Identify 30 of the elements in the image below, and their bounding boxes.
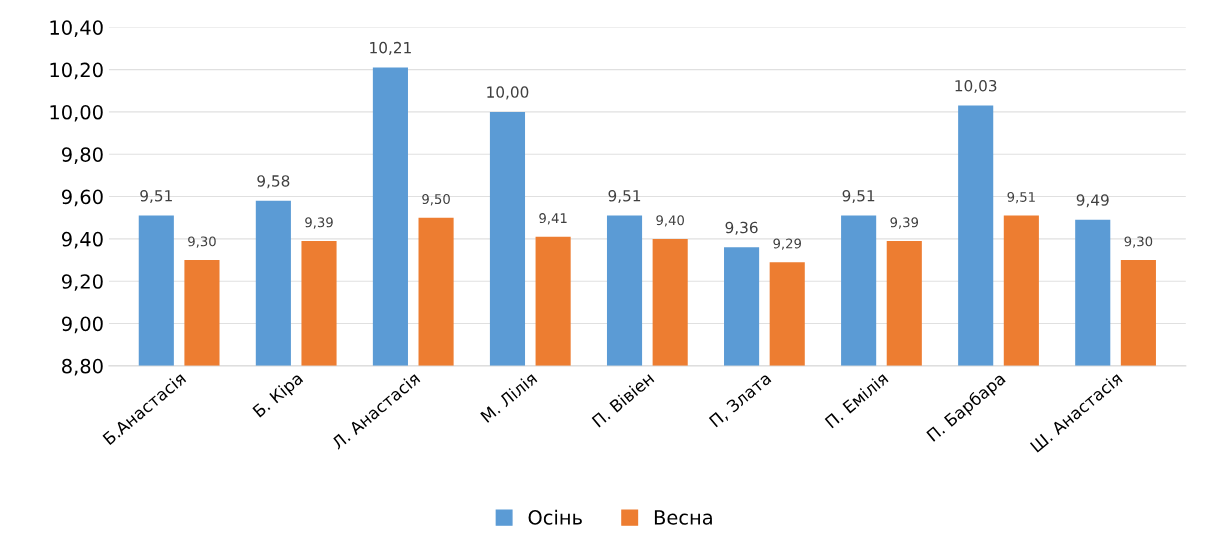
x-tick-label: Б. Кіра — [252, 371, 306, 421]
data-label: 9,51 — [1007, 191, 1035, 204]
data-label: 9,36 — [725, 221, 758, 235]
data-label: 9,39 — [890, 217, 919, 229]
data-label: 9,58 — [257, 175, 290, 189]
y-tick-label: 9,00 — [61, 316, 103, 334]
legend-label: Осінь — [528, 509, 582, 525]
data-label: 9,40 — [656, 215, 684, 227]
data-label: 9,29 — [773, 238, 801, 250]
y-tick-label: 10,00 — [50, 104, 103, 122]
data-label: 9,39 — [305, 217, 333, 229]
y-tick-label: 10,40 — [50, 20, 103, 37]
data-label: 10,00 — [487, 86, 529, 100]
data-label: 9,41 — [539, 213, 567, 225]
data-label: 10,21 — [370, 41, 411, 55]
y-tick-label: 10,20 — [50, 62, 103, 80]
data-label: 9,51 — [608, 189, 641, 204]
data-label: 10,03 — [955, 79, 997, 94]
data-label: 9,30 — [1124, 236, 1153, 248]
y-tick-label: 9,80 — [61, 147, 103, 164]
y-tick-label: 9,60 — [61, 189, 103, 207]
data-label: 9,30 — [188, 236, 216, 248]
data-label: 9,49 — [1076, 194, 1109, 208]
data-label: 9,50 — [422, 194, 450, 206]
legend-label: Весна — [654, 510, 712, 525]
y-tick-label: 9,20 — [61, 274, 103, 291]
data-label: 9,51 — [140, 189, 172, 204]
y-tick-label: 9,40 — [61, 231, 103, 249]
y-tick-label: 8,80 — [62, 358, 103, 376]
data-label: 9,51 — [842, 189, 875, 204]
